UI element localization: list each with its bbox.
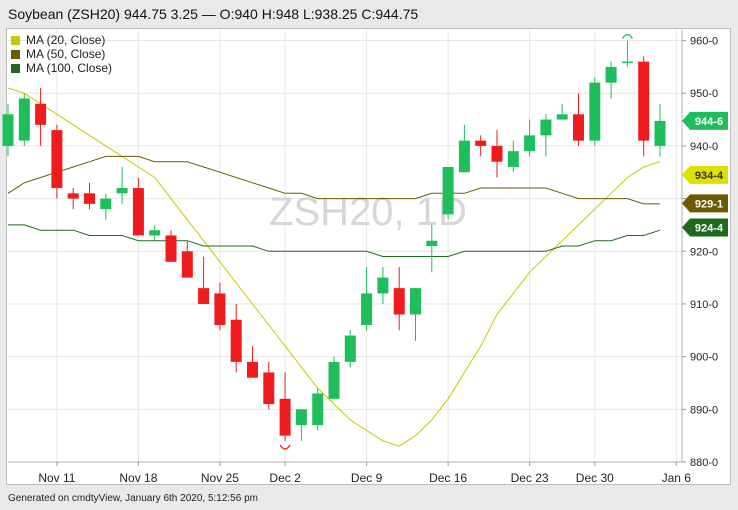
candle-down	[165, 235, 177, 262]
y-tick-label: 890-0	[690, 404, 718, 416]
candle-up	[605, 66, 617, 83]
price-tag-label: 929-1	[695, 198, 723, 210]
price-tag-shape	[682, 194, 728, 213]
candle-up	[410, 288, 421, 315]
x-tick-label: Dec 23	[511, 471, 549, 485]
x-tick-label: Dec 30	[576, 471, 614, 485]
candle-down	[393, 288, 405, 315]
candle-down	[638, 61, 650, 141]
price-tag: 934-4	[682, 165, 728, 184]
candle-up	[100, 198, 112, 210]
price-tag-shape	[682, 165, 728, 184]
candle-up	[589, 82, 601, 141]
legend-item-ma100[interactable]: MA (100, Close)	[11, 61, 112, 75]
candle-down	[132, 188, 144, 236]
y-tick-label: 910-0	[690, 299, 718, 311]
candle-up	[556, 114, 568, 120]
ma20-line	[7, 87, 661, 447]
footer-generated-note: Generated on cmdtyView, January 6th 2020…	[8, 493, 258, 504]
price-tag-label: 924-4	[695, 223, 724, 235]
marker-layer	[279, 33, 633, 450]
candle-down	[230, 319, 242, 362]
candle-down	[35, 103, 47, 125]
candle-up	[18, 98, 30, 141]
price-tag-shape	[682, 218, 728, 237]
x-tick-label: Dec 9	[351, 471, 383, 485]
candle-up	[621, 61, 633, 64]
price-tag-label: 944-6	[695, 116, 723, 128]
candle-layer	[2, 40, 666, 441]
y-tick-label: 960-0	[690, 36, 718, 48]
candle-up	[654, 120, 666, 146]
y-tick-label: 920-0	[690, 246, 718, 258]
price-tag-shape	[682, 111, 728, 130]
candle-down	[475, 140, 487, 146]
x-tick-label: Dec 16	[429, 471, 467, 485]
legend: MA (20, Close) MA (50, Close) MA (100, C…	[11, 33, 112, 75]
legend-item-ma20[interactable]: MA (20, Close)	[11, 33, 112, 47]
candle-up	[328, 361, 340, 399]
x-tick-label: Nov 18	[119, 471, 157, 485]
price-tag: 929-1	[682, 194, 728, 213]
candle-up	[116, 188, 128, 194]
y-axis: 880-0890-0900-0910-0920-0930-0940-0950-0…	[681, 30, 718, 469]
x-tick-label: Dec 2	[269, 471, 301, 485]
x-tick-label: Nov 11	[38, 471, 75, 485]
candle-down	[214, 293, 226, 326]
candle-down	[279, 398, 291, 436]
candle-up	[149, 230, 161, 236]
chart-header: Soybean (ZSH20) 944.75 3.25 — O:940 H:94…	[8, 6, 419, 22]
y-tick-label: 950-0	[690, 88, 718, 100]
x-tick-label: Nov 25	[201, 471, 239, 485]
candle-up	[377, 277, 389, 294]
candle-up	[312, 393, 324, 426]
legend-label-ma50: MA (50, Close)	[26, 47, 106, 61]
candle-down	[198, 288, 210, 304]
y-tick-label: 880-0	[690, 457, 718, 469]
candle-down	[247, 361, 258, 378]
candle-up	[426, 240, 438, 246]
ma100-line	[8, 224, 661, 257]
y-tick-label: 900-0	[690, 352, 718, 364]
high-marker-icon	[621, 33, 633, 39]
legend-item-ma50[interactable]: MA (50, Close)	[11, 47, 112, 61]
moving-average-layer	[7, 87, 661, 447]
price-tag: 944-6	[682, 111, 728, 130]
candle-up	[540, 119, 552, 136]
x-axis: Nov 11 Nov 18 Nov 25 Dec 2 Dec 9 Dec 16 Dec 23…	[8, 461, 692, 485]
legend-label-ma20: MA (20, Close)	[26, 33, 106, 47]
candle-down	[51, 130, 63, 189]
ma50-line	[7, 155, 660, 205]
legend-label-ma100: MA (100, Close)	[26, 61, 113, 75]
candle-up	[458, 140, 470, 173]
candle-up	[507, 151, 519, 167]
grid-layer	[8, 30, 682, 463]
watermark: ZSH20, 1D	[269, 190, 467, 234]
price-tag: 924-4	[682, 218, 728, 237]
candle-up	[361, 293, 373, 326]
candle-up	[524, 135, 536, 152]
candle-up	[295, 409, 307, 426]
legend-swatch-ma100	[11, 63, 20, 73]
legend-swatch-ma20	[11, 35, 20, 45]
candle-down	[491, 145, 503, 162]
candle-up	[442, 166, 454, 215]
y-tick-label: 940-0	[690, 141, 718, 153]
candle-down	[181, 251, 193, 278]
candle-up	[344, 335, 356, 362]
x-tick-label: Jan 6	[662, 471, 692, 485]
legend-swatch-ma50	[11, 49, 20, 59]
low-marker-icon	[279, 444, 291, 450]
candle-down	[84, 193, 95, 204]
price-tag-label: 934-4	[695, 170, 724, 182]
candle-up	[2, 114, 14, 146]
candle-down	[263, 372, 275, 405]
candle-down	[67, 193, 79, 199]
candle-down	[573, 114, 584, 141]
price-tag-layer: 944-6 934-4 929-1 924-4	[682, 111, 728, 237]
